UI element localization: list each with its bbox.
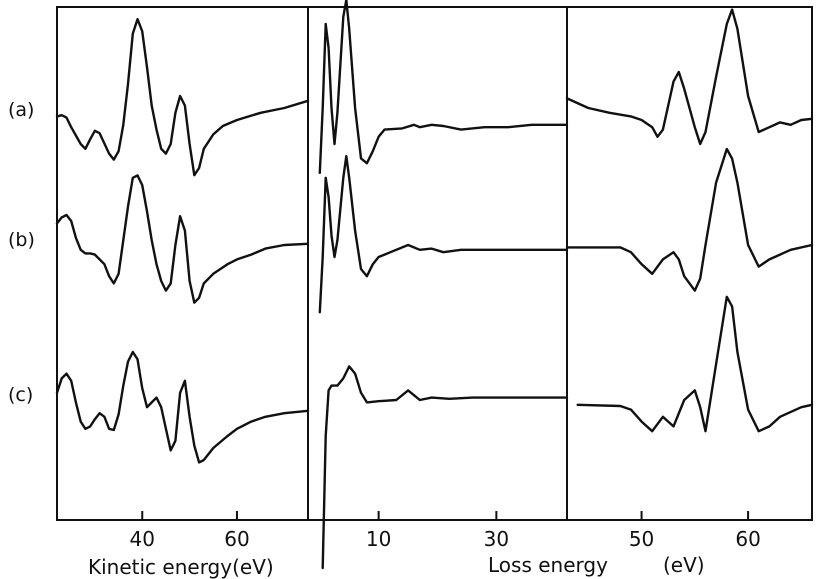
loss-right-spectrum-b (565, 147, 814, 292)
loss-right-spectrum-a (565, 8, 814, 146)
kinetic-tick-label-40: 40 (130, 527, 155, 551)
row-label-c: (c) (8, 384, 33, 406)
loss-spectrum-c (321, 365, 569, 570)
axis-ticks: 40 60 10 30 50 60 (130, 511, 761, 551)
ev-unit-label: (eV) (663, 553, 705, 577)
loss-right-tick-label-50: 50 (629, 527, 654, 551)
loss-spectrum-b (318, 155, 569, 314)
kinetic-energy-axis-label: Kinetic energy(eV) (88, 555, 274, 579)
kinetic-tick-label-60: 60 (224, 527, 249, 551)
kinetic-spectrum-b (55, 174, 310, 304)
row-label-b: (b) (8, 229, 35, 251)
kinetic-spectrum-a (55, 18, 310, 177)
kinetic-spectrum-c (55, 350, 310, 464)
loss-tick-label-30: 30 (484, 527, 509, 551)
loss-panel-frame (307, 6, 568, 521)
row-labels: (a) (b) (c) (8, 99, 35, 406)
row-label-a: (a) (8, 99, 34, 121)
loss-right-spectrum-c (576, 295, 814, 433)
loss-energy-axis-label: Loss energy (488, 553, 608, 577)
loss-tick-label-10: 10 (366, 527, 391, 551)
spectrum-curves (55, 0, 814, 570)
loss-right-tick-label-60: 60 (735, 527, 760, 551)
axis-titles: Kinetic energy(eV) Loss energy (eV) (88, 553, 705, 579)
loss-right-panel-frame (566, 6, 813, 521)
loss-spectrum-a (318, 0, 569, 174)
panel-frames (56, 6, 813, 521)
kinetic-panel-frame (56, 6, 309, 521)
